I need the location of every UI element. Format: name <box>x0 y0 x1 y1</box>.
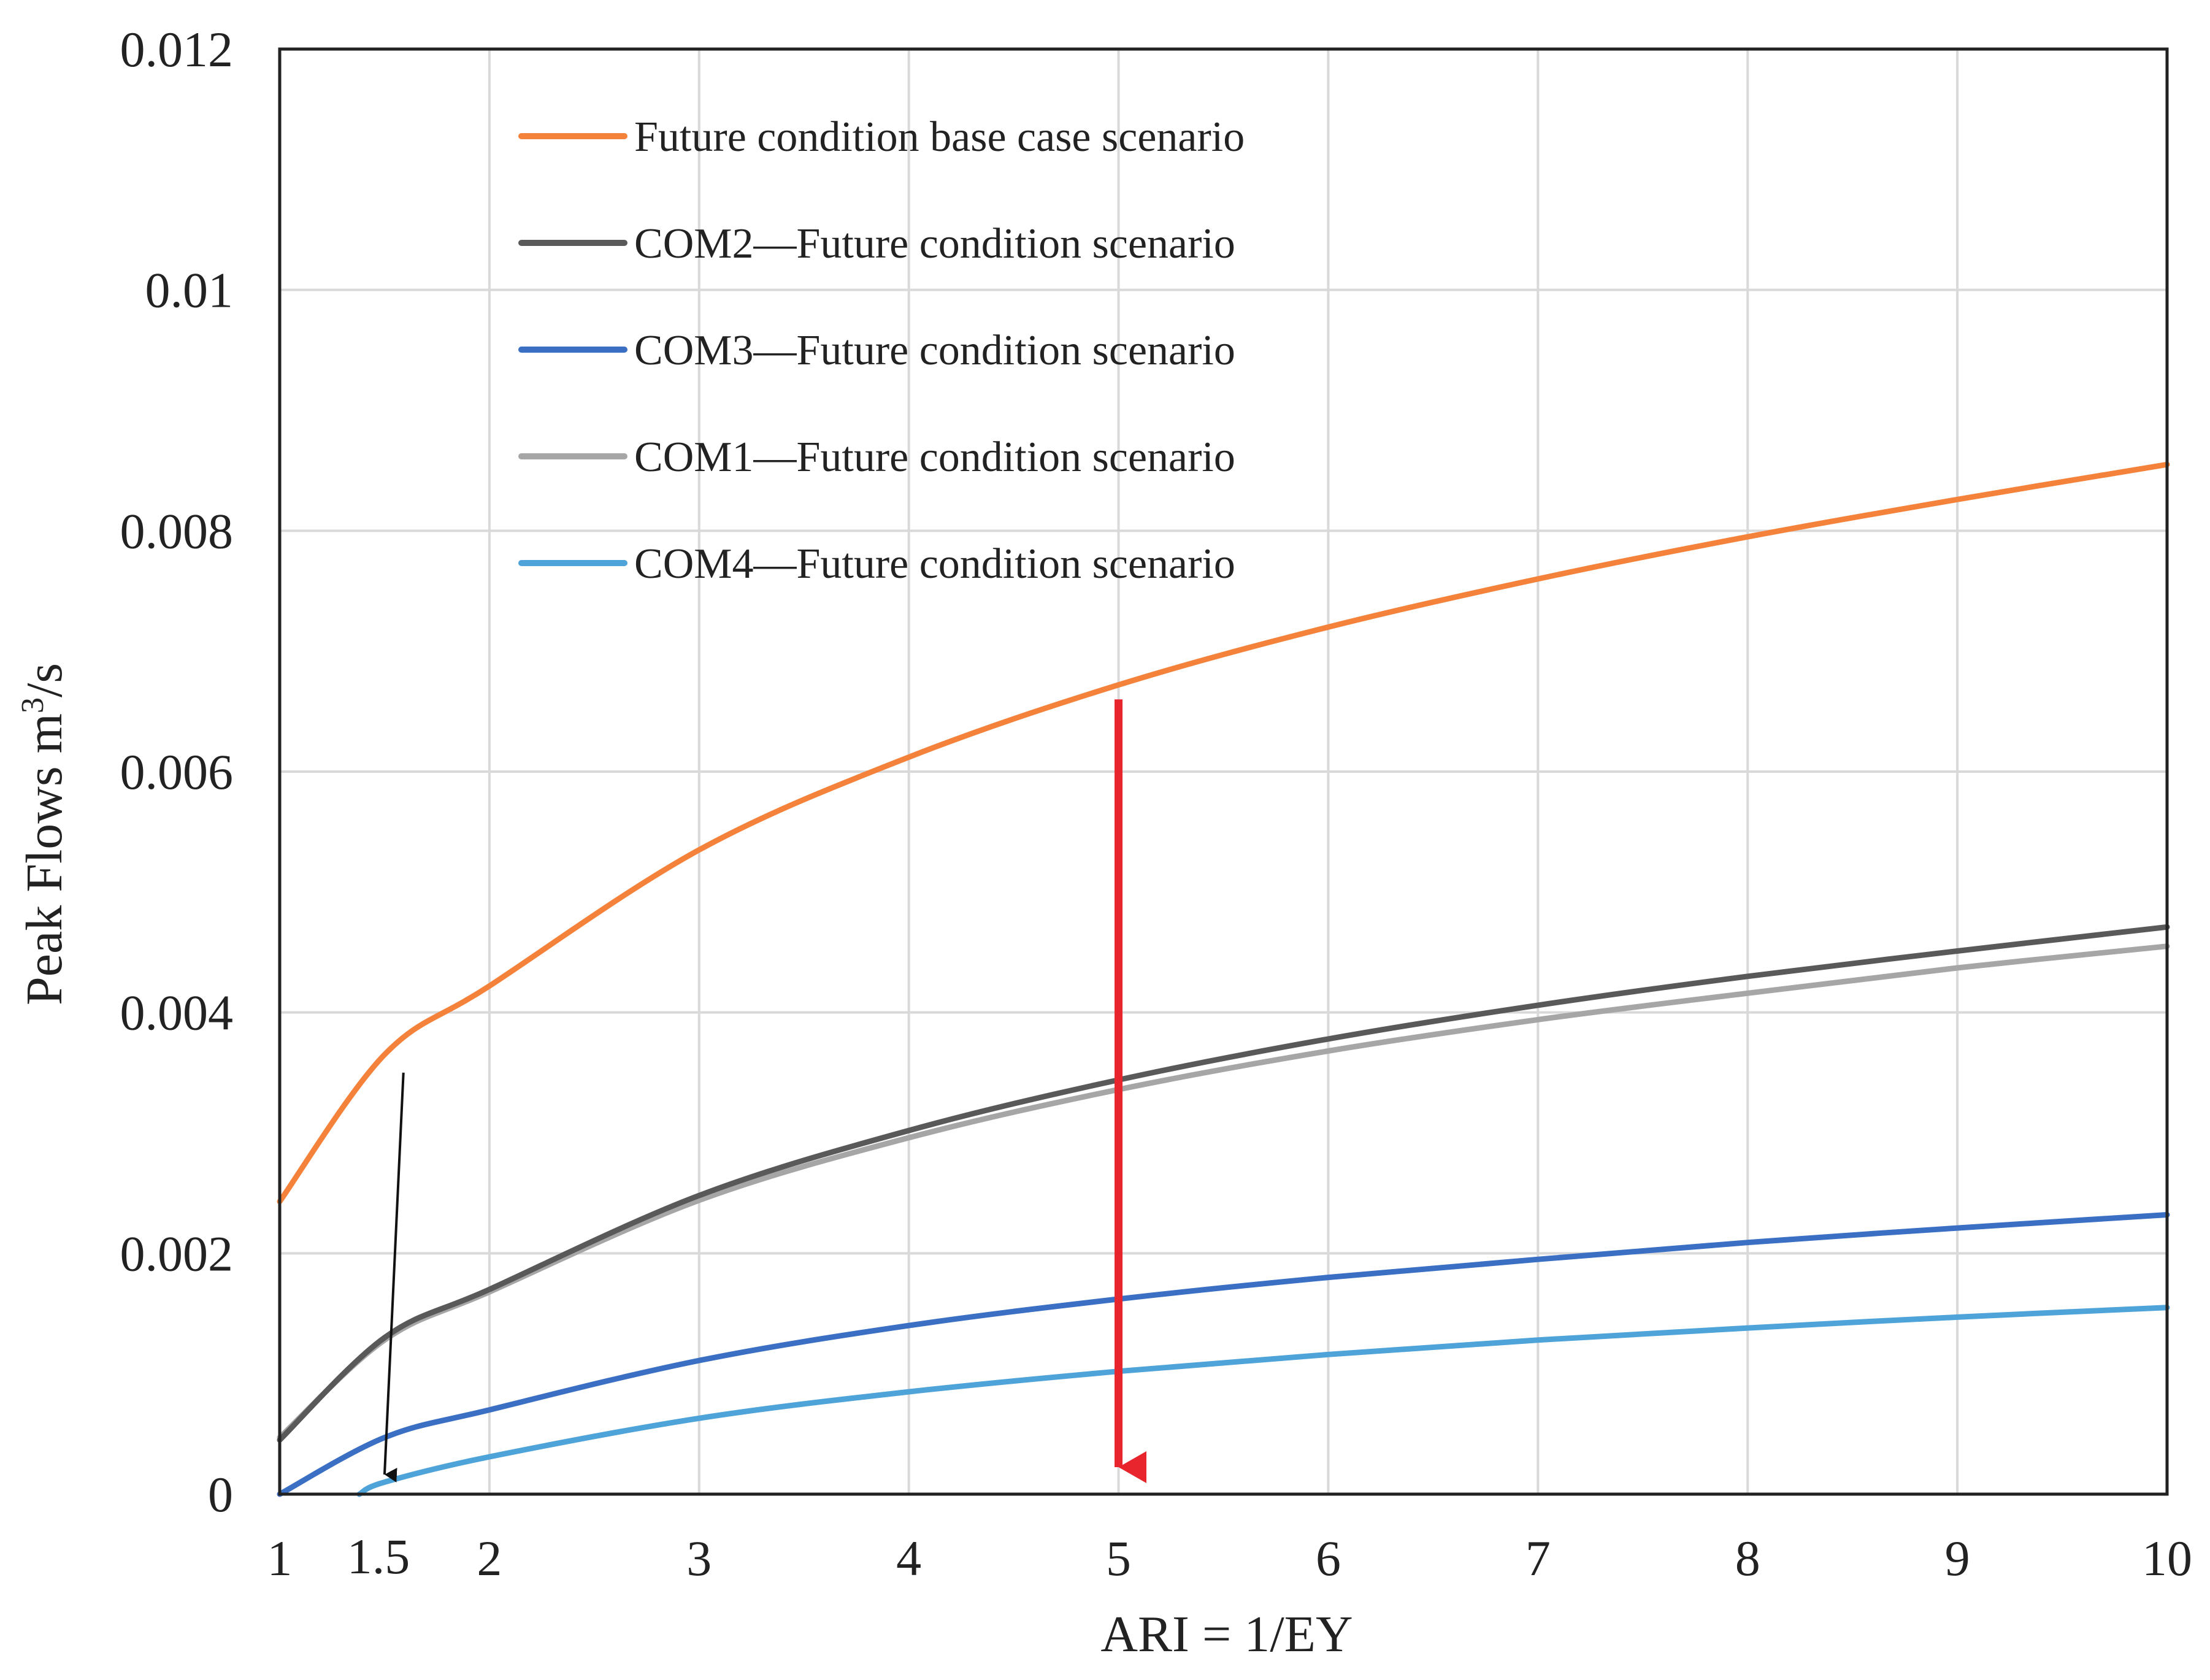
series-line-1 <box>277 461 2170 1205</box>
x-tick-label: 9 <box>1945 1530 1970 1586</box>
series-line-3 <box>277 1212 2170 1497</box>
annotation-label-1-5: 1.5 <box>347 1528 410 1584</box>
x-tick-label: 3 <box>686 1530 712 1586</box>
legend-label: Future condition base case scenario <box>634 113 1245 161</box>
annotations: 1.5 <box>347 699 1147 1584</box>
annotation-arrow-black <box>383 1072 405 1482</box>
x-tick-label: 5 <box>1106 1530 1131 1586</box>
legend-label: COM2—Future condition scenario <box>634 220 1235 267</box>
x-tick-label: 7 <box>1525 1530 1551 1586</box>
y-tick-label: 0.002 <box>120 1225 234 1281</box>
x-tick-label: 1 <box>267 1530 293 1586</box>
legend: Future condition base case scenario COM2—… <box>518 113 1245 588</box>
y-tick-label: 0.006 <box>120 744 234 800</box>
x-axis-ticks: 1 2 3 4 5 6 7 8 9 10 <box>267 1530 2193 1586</box>
y-tick-label: 0.012 <box>120 21 234 77</box>
legend-label: COM4—Future condition scenario <box>634 540 1235 588</box>
x-tick-label: 4 <box>896 1530 921 1586</box>
x-tick-label: 6 <box>1316 1530 1341 1586</box>
y-axis-title-tail: /s <box>16 663 73 697</box>
x-tick-label: 10 <box>2142 1530 2192 1586</box>
x-tick-label: 8 <box>1735 1530 1760 1586</box>
x-axis-title: ARI = 1/EY <box>1100 1606 1352 1663</box>
y-axis-title-superscript: 3 <box>15 697 50 713</box>
legend-label: COM3—Future condition scenario <box>634 327 1235 374</box>
series-line-2 <box>277 924 2170 1443</box>
x-tick-label: 2 <box>477 1530 502 1586</box>
y-axis-ticks: 0 0.002 0.004 0.006 0.008 0.01 0.012 <box>120 21 234 1522</box>
series-lines <box>277 461 2170 1497</box>
y-tick-label: 0 <box>208 1467 233 1522</box>
y-tick-label: 0.004 <box>120 985 234 1041</box>
y-axis-title: Peak Flows m3/s <box>15 663 73 1005</box>
plot-frame <box>278 47 2169 1496</box>
y-axis-title-main: Peak Flows m <box>16 713 73 1005</box>
legend-label: COM1—Future condition scenario <box>634 434 1235 481</box>
y-tick-label: 0.01 <box>145 263 234 318</box>
y-tick-label: 0.008 <box>120 503 234 559</box>
series-line-5 <box>356 1305 2170 1497</box>
